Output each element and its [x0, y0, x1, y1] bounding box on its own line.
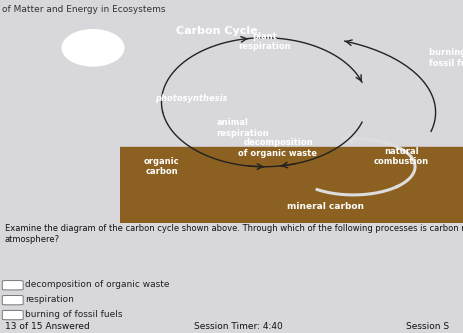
FancyBboxPatch shape	[2, 281, 23, 290]
Text: organic
carbon: organic carbon	[144, 157, 179, 176]
Text: burning of
fossil fuels: burning of fossil fuels	[429, 48, 463, 68]
Text: plant
respiration: plant respiration	[238, 32, 291, 51]
Text: of Matter and Energy in Ecosystems: of Matter and Energy in Ecosystems	[2, 5, 166, 14]
Circle shape	[62, 30, 124, 66]
Text: burning of fossil fuels: burning of fossil fuels	[25, 310, 123, 319]
Text: mineral carbon: mineral carbon	[288, 202, 364, 211]
Text: decomposition of organic waste: decomposition of organic waste	[25, 280, 170, 289]
Text: photosynthesis: photosynthesis	[155, 94, 227, 103]
Text: natural
combustion: natural combustion	[374, 147, 429, 166]
Bar	[120, 147, 463, 223]
Text: Carbon Cycle: Carbon Cycle	[175, 26, 257, 36]
Text: animal
respiration: animal respiration	[216, 118, 269, 138]
FancyBboxPatch shape	[2, 295, 23, 305]
FancyBboxPatch shape	[2, 310, 23, 320]
Text: Session S: Session S	[406, 322, 449, 331]
Text: decomposition
of organic waste: decomposition of organic waste	[238, 139, 318, 158]
Text: 13 of 15 Answered: 13 of 15 Answered	[5, 322, 89, 331]
Text: Session Timer: 4:40: Session Timer: 4:40	[194, 322, 283, 331]
Text: respiration: respiration	[25, 295, 75, 304]
Text: Examine the diagram of the carbon cycle shown above. Through which of the follow: Examine the diagram of the carbon cycle …	[5, 224, 463, 244]
